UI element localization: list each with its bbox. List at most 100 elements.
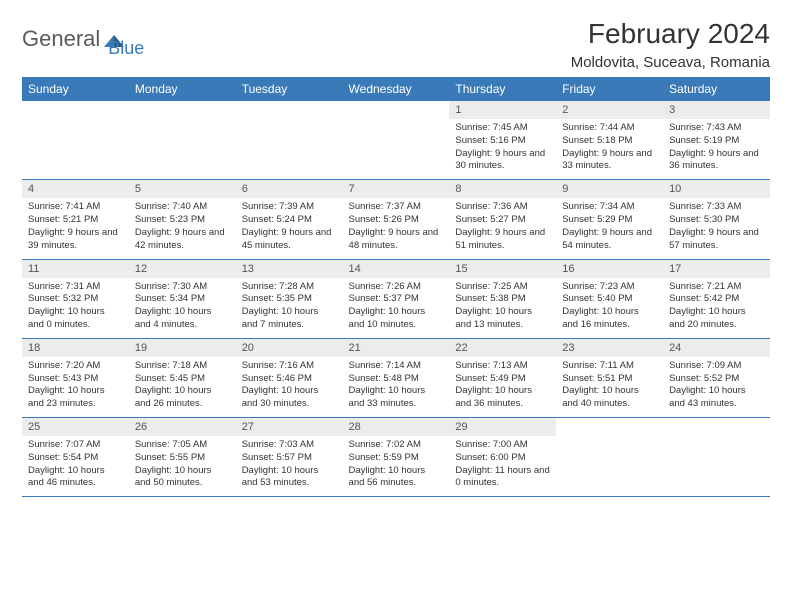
day-number: 18 bbox=[22, 339, 129, 357]
calendar-day-cell: 12Sunrise: 7:30 AMSunset: 5:34 PMDayligh… bbox=[129, 259, 236, 338]
calendar-day-cell: ..... bbox=[236, 101, 343, 180]
day-number: 21 bbox=[343, 339, 450, 357]
month-title: February 2024 bbox=[571, 18, 770, 50]
day-details: Sunrise: 7:30 AMSunset: 5:34 PMDaylight:… bbox=[129, 278, 236, 338]
day-details: Sunrise: 7:43 AMSunset: 5:19 PMDaylight:… bbox=[663, 119, 770, 179]
day-number: 22 bbox=[449, 339, 556, 357]
day-number: 4 bbox=[22, 180, 129, 198]
calendar-day-cell: 24Sunrise: 7:09 AMSunset: 5:52 PMDayligh… bbox=[663, 338, 770, 417]
calendar-day-cell: 26Sunrise: 7:05 AMSunset: 5:55 PMDayligh… bbox=[129, 418, 236, 497]
day-details: Sunrise: 7:05 AMSunset: 5:55 PMDaylight:… bbox=[129, 436, 236, 496]
calendar-day-cell: ..... bbox=[663, 418, 770, 497]
day-details: Sunrise: 7:31 AMSunset: 5:32 PMDaylight:… bbox=[22, 278, 129, 338]
calendar-day-cell: 21Sunrise: 7:14 AMSunset: 5:48 PMDayligh… bbox=[343, 338, 450, 417]
logo: General Blue bbox=[22, 18, 144, 59]
day-header-cell: Monday bbox=[129, 77, 236, 101]
calendar-day-cell: 25Sunrise: 7:07 AMSunset: 5:54 PMDayligh… bbox=[22, 418, 129, 497]
calendar-day-cell: 27Sunrise: 7:03 AMSunset: 5:57 PMDayligh… bbox=[236, 418, 343, 497]
calendar-day-cell: 4Sunrise: 7:41 AMSunset: 5:21 PMDaylight… bbox=[22, 180, 129, 259]
location: Moldovita, Suceava, Romania bbox=[571, 54, 770, 71]
day-header-cell: Tuesday bbox=[236, 77, 343, 101]
day-details: Sunrise: 7:14 AMSunset: 5:48 PMDaylight:… bbox=[343, 357, 450, 417]
calendar-day-cell: 16Sunrise: 7:23 AMSunset: 5:40 PMDayligh… bbox=[556, 259, 663, 338]
calendar-day-cell: 9Sunrise: 7:34 AMSunset: 5:29 PMDaylight… bbox=[556, 180, 663, 259]
day-details: Sunrise: 7:41 AMSunset: 5:21 PMDaylight:… bbox=[22, 198, 129, 258]
day-number: 2 bbox=[556, 101, 663, 119]
calendar-day-cell: 29Sunrise: 7:00 AMSunset: 6:00 PMDayligh… bbox=[449, 418, 556, 497]
day-details: Sunrise: 7:26 AMSunset: 5:37 PMDaylight:… bbox=[343, 278, 450, 338]
calendar-week-row: 18Sunrise: 7:20 AMSunset: 5:43 PMDayligh… bbox=[22, 338, 770, 417]
day-details: Sunrise: 7:33 AMSunset: 5:30 PMDaylight:… bbox=[663, 198, 770, 258]
day-header-cell: Saturday bbox=[663, 77, 770, 101]
day-number: 9 bbox=[556, 180, 663, 198]
day-details: Sunrise: 7:13 AMSunset: 5:49 PMDaylight:… bbox=[449, 357, 556, 417]
day-number: 27 bbox=[236, 418, 343, 436]
day-number: 10 bbox=[663, 180, 770, 198]
day-details: Sunrise: 7:25 AMSunset: 5:38 PMDaylight:… bbox=[449, 278, 556, 338]
day-details: Sunrise: 7:37 AMSunset: 5:26 PMDaylight:… bbox=[343, 198, 450, 258]
title-block: February 2024 Moldovita, Suceava, Romani… bbox=[571, 18, 770, 71]
day-number: 16 bbox=[556, 260, 663, 278]
day-details: Sunrise: 7:03 AMSunset: 5:57 PMDaylight:… bbox=[236, 436, 343, 496]
calendar-day-cell: 17Sunrise: 7:21 AMSunset: 5:42 PMDayligh… bbox=[663, 259, 770, 338]
day-details: Sunrise: 7:39 AMSunset: 5:24 PMDaylight:… bbox=[236, 198, 343, 258]
day-number: 1 bbox=[449, 101, 556, 119]
calendar-day-cell: 28Sunrise: 7:02 AMSunset: 5:59 PMDayligh… bbox=[343, 418, 450, 497]
day-header-row: SundayMondayTuesdayWednesdayThursdayFrid… bbox=[22, 77, 770, 101]
calendar-week-row: 11Sunrise: 7:31 AMSunset: 5:32 PMDayligh… bbox=[22, 259, 770, 338]
calendar-day-cell: 11Sunrise: 7:31 AMSunset: 5:32 PMDayligh… bbox=[22, 259, 129, 338]
calendar-day-cell: 6Sunrise: 7:39 AMSunset: 5:24 PMDaylight… bbox=[236, 180, 343, 259]
day-number: 11 bbox=[22, 260, 129, 278]
calendar-day-cell: 3Sunrise: 7:43 AMSunset: 5:19 PMDaylight… bbox=[663, 101, 770, 180]
day-details: Sunrise: 7:40 AMSunset: 5:23 PMDaylight:… bbox=[129, 198, 236, 258]
calendar-week-row: 25Sunrise: 7:07 AMSunset: 5:54 PMDayligh… bbox=[22, 418, 770, 497]
calendar-day-cell: ..... bbox=[129, 101, 236, 180]
calendar-week-row: 4Sunrise: 7:41 AMSunset: 5:21 PMDaylight… bbox=[22, 180, 770, 259]
day-number: 19 bbox=[129, 339, 236, 357]
day-details: Sunrise: 7:34 AMSunset: 5:29 PMDaylight:… bbox=[556, 198, 663, 258]
day-details: Sunrise: 7:09 AMSunset: 5:52 PMDaylight:… bbox=[663, 357, 770, 417]
calendar-day-cell: 8Sunrise: 7:36 AMSunset: 5:27 PMDaylight… bbox=[449, 180, 556, 259]
calendar-table: SundayMondayTuesdayWednesdayThursdayFrid… bbox=[22, 77, 770, 497]
day-header-cell: Friday bbox=[556, 77, 663, 101]
day-number: 12 bbox=[129, 260, 236, 278]
calendar-day-cell: ..... bbox=[556, 418, 663, 497]
day-details: Sunrise: 7:23 AMSunset: 5:40 PMDaylight:… bbox=[556, 278, 663, 338]
day-header-cell: Wednesday bbox=[343, 77, 450, 101]
day-details: Sunrise: 7:02 AMSunset: 5:59 PMDaylight:… bbox=[343, 436, 450, 496]
day-number: 26 bbox=[129, 418, 236, 436]
day-number: 24 bbox=[663, 339, 770, 357]
calendar-day-cell: 18Sunrise: 7:20 AMSunset: 5:43 PMDayligh… bbox=[22, 338, 129, 417]
calendar-day-cell: 2Sunrise: 7:44 AMSunset: 5:18 PMDaylight… bbox=[556, 101, 663, 180]
day-number: 15 bbox=[449, 260, 556, 278]
calendar-day-cell: ..... bbox=[343, 101, 450, 180]
day-number: 8 bbox=[449, 180, 556, 198]
day-number: 28 bbox=[343, 418, 450, 436]
calendar-week-row: ....................1Sunrise: 7:45 AMSun… bbox=[22, 101, 770, 180]
day-details: Sunrise: 7:28 AMSunset: 5:35 PMDaylight:… bbox=[236, 278, 343, 338]
day-number: 6 bbox=[236, 180, 343, 198]
day-details: Sunrise: 7:11 AMSunset: 5:51 PMDaylight:… bbox=[556, 357, 663, 417]
day-details: Sunrise: 7:18 AMSunset: 5:45 PMDaylight:… bbox=[129, 357, 236, 417]
calendar-day-cell: 7Sunrise: 7:37 AMSunset: 5:26 PMDaylight… bbox=[343, 180, 450, 259]
calendar-day-cell: 13Sunrise: 7:28 AMSunset: 5:35 PMDayligh… bbox=[236, 259, 343, 338]
day-details: Sunrise: 7:21 AMSunset: 5:42 PMDaylight:… bbox=[663, 278, 770, 338]
calendar-day-cell: 22Sunrise: 7:13 AMSunset: 5:49 PMDayligh… bbox=[449, 338, 556, 417]
day-number: 25 bbox=[22, 418, 129, 436]
day-details: Sunrise: 7:36 AMSunset: 5:27 PMDaylight:… bbox=[449, 198, 556, 258]
calendar-day-cell: 19Sunrise: 7:18 AMSunset: 5:45 PMDayligh… bbox=[129, 338, 236, 417]
calendar-day-cell: 14Sunrise: 7:26 AMSunset: 5:37 PMDayligh… bbox=[343, 259, 450, 338]
day-details: Sunrise: 7:00 AMSunset: 6:00 PMDaylight:… bbox=[449, 436, 556, 496]
day-number: 20 bbox=[236, 339, 343, 357]
calendar-day-cell: 10Sunrise: 7:33 AMSunset: 5:30 PMDayligh… bbox=[663, 180, 770, 259]
calendar-day-cell: 20Sunrise: 7:16 AMSunset: 5:46 PMDayligh… bbox=[236, 338, 343, 417]
day-number: 7 bbox=[343, 180, 450, 198]
day-number: 5 bbox=[129, 180, 236, 198]
day-details: Sunrise: 7:45 AMSunset: 5:16 PMDaylight:… bbox=[449, 119, 556, 179]
logo-text-blue: Blue bbox=[108, 38, 144, 59]
day-number: 3 bbox=[663, 101, 770, 119]
day-header-cell: Thursday bbox=[449, 77, 556, 101]
calendar-day-cell: 1Sunrise: 7:45 AMSunset: 5:16 PMDaylight… bbox=[449, 101, 556, 180]
calendar-day-cell: 23Sunrise: 7:11 AMSunset: 5:51 PMDayligh… bbox=[556, 338, 663, 417]
day-details: Sunrise: 7:16 AMSunset: 5:46 PMDaylight:… bbox=[236, 357, 343, 417]
